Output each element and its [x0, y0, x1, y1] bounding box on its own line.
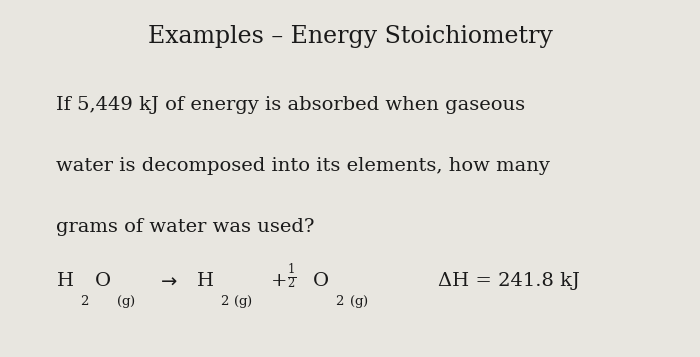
- Text: Examples – Energy Stoichiometry: Examples – Energy Stoichiometry: [148, 25, 552, 48]
- Text: $\mathregular{2}$: $\mathregular{2}$: [335, 294, 344, 308]
- Text: $\mathregular{O}$: $\mathregular{O}$: [312, 272, 328, 290]
- Text: water is decomposed into its elements, how many: water is decomposed into its elements, h…: [56, 157, 550, 175]
- Text: $\mathregular{\frac{1}{2}}$: $\mathregular{\frac{1}{2}}$: [287, 262, 296, 291]
- Text: $\rightarrow$: $\rightarrow$: [158, 271, 178, 290]
- Text: $\mathregular{(g)}$: $\mathregular{(g)}$: [233, 293, 253, 310]
- Text: $\mathregular{2}$: $\mathregular{2}$: [80, 294, 89, 308]
- Text: $\mathregular{H}$: $\mathregular{H}$: [56, 272, 74, 290]
- Text: $\mathregular{2}$: $\mathregular{2}$: [220, 294, 229, 308]
- Text: grams of water was used?: grams of water was used?: [56, 218, 314, 236]
- Text: $\mathregular{(g)}$: $\mathregular{(g)}$: [349, 293, 368, 310]
- Text: $\mathregular{(g)}$: $\mathregular{(g)}$: [116, 293, 136, 310]
- Text: ΔH = 241.8 kJ: ΔH = 241.8 kJ: [438, 272, 580, 290]
- Text: If 5,449 kJ of energy is absorbed when gaseous: If 5,449 kJ of energy is absorbed when g…: [56, 96, 525, 114]
- Text: $\mathregular{O}$: $\mathregular{O}$: [94, 272, 111, 290]
- Text: $\mathregular{+}$: $\mathregular{+}$: [270, 272, 286, 290]
- Text: $\mathregular{H}$: $\mathregular{H}$: [196, 272, 214, 290]
